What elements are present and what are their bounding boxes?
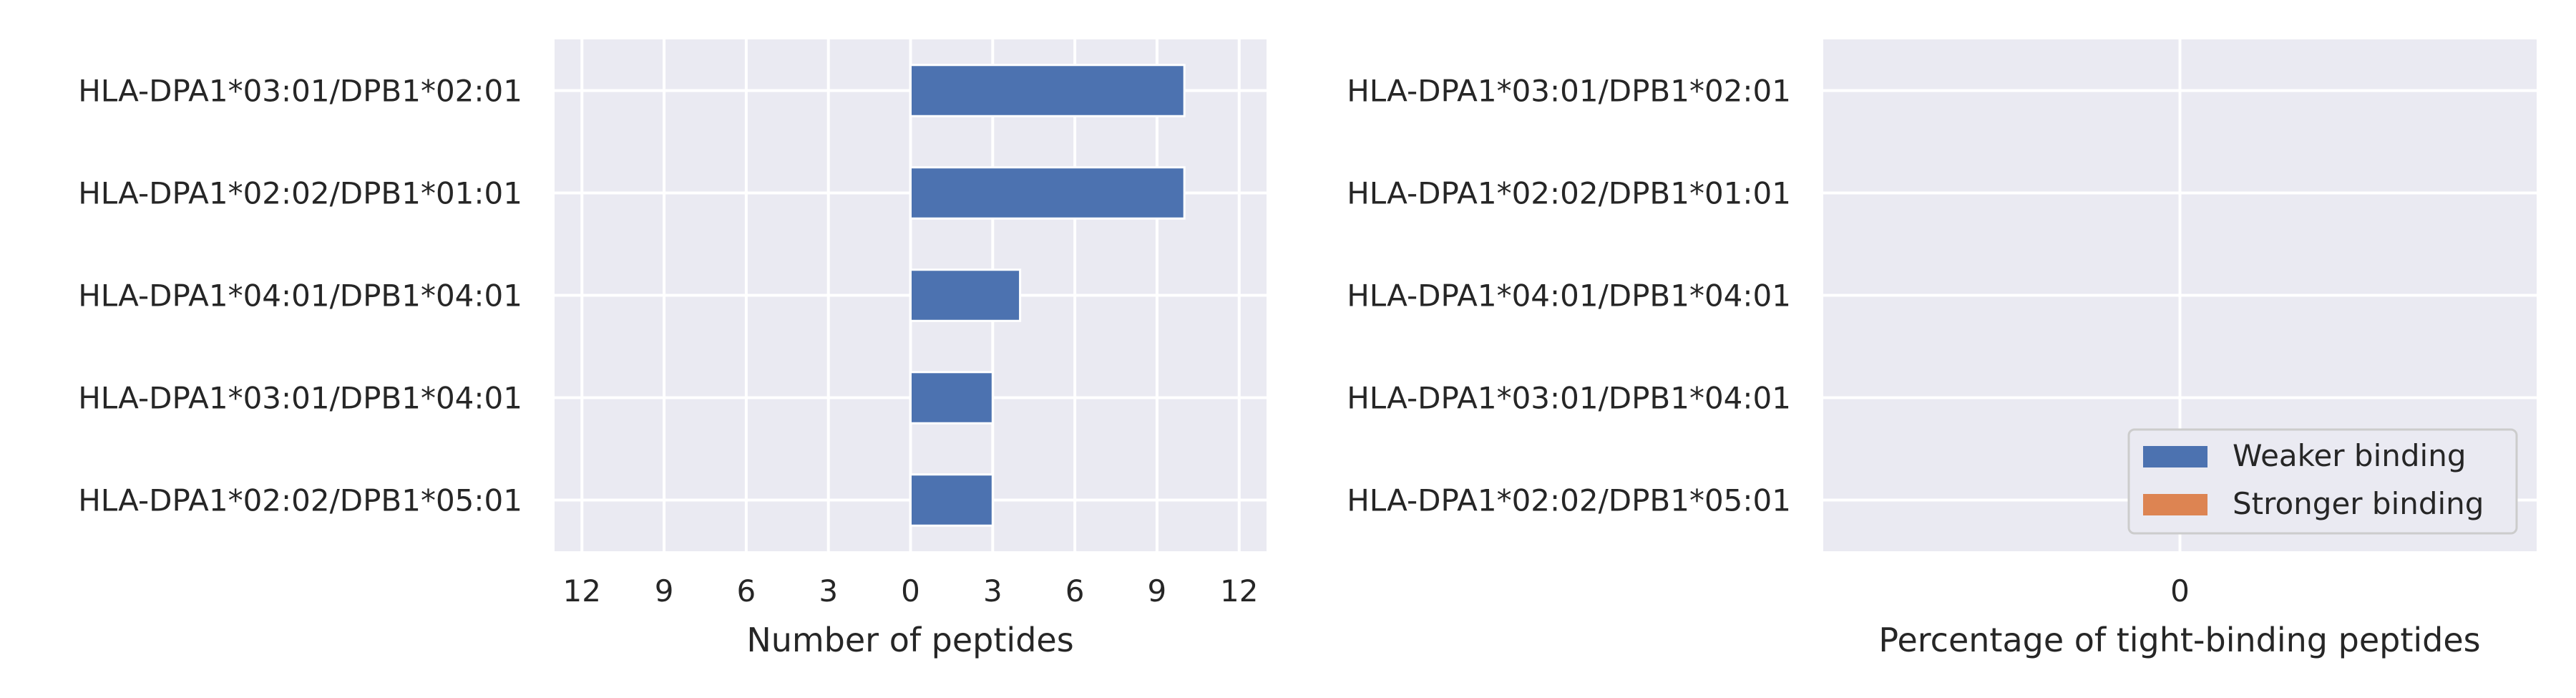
left-x-tick-labels: 12 9 6 3 0 3 6 9 12 (563, 573, 1259, 609)
left-y-tick-labels: HLA-DPA1*03:01/DPB1*02:01 HLA-DPA1*02:02/… (78, 74, 522, 518)
x-tick-label: 9 (655, 573, 674, 609)
right-x-tick-labels: 0 (2170, 573, 2190, 609)
x-tick-label: 3 (983, 573, 1002, 609)
y-tick-label: HLA-DPA1*02:02/DPB1*01:01 (1347, 176, 1791, 211)
legend-label-stronger-binding: Stronger binding (2233, 486, 2484, 521)
x-tick-label: 0 (2170, 573, 2190, 609)
bar (909, 64, 1186, 117)
bar (909, 268, 1022, 322)
legend-swatch-stronger-binding (2143, 494, 2207, 515)
right-x-axis-title: Percentage of tight-binding peptides (1878, 621, 2480, 659)
legend-box (2127, 428, 2518, 535)
x-tick-label: 6 (1065, 573, 1085, 609)
x-tick-label: 6 (737, 573, 756, 609)
bar (909, 371, 994, 425)
x-tick-label: 12 (1220, 573, 1258, 609)
legend: Weaker binding Stronger binding (2127, 428, 2518, 535)
legend-swatch-weaker-binding (2143, 446, 2207, 467)
bar (909, 473, 994, 527)
right-chart-panel: HLA-DPA1*03:01/DPB1*02:01 HLA-DPA1*02:02/… (1347, 39, 2537, 659)
x-tick-label: 0 (901, 573, 920, 609)
y-tick-label: HLA-DPA1*02:02/DPB1*01:01 (78, 176, 522, 211)
left-x-axis-title: Number of peptides (746, 621, 1073, 659)
y-tick-label: HLA-DPA1*02:02/DPB1*05:01 (1347, 483, 1791, 518)
legend-label-weaker-binding: Weaker binding (2233, 438, 2466, 473)
left-bars (909, 64, 1186, 527)
y-tick-label: HLA-DPA1*04:01/DPB1*04:01 (1347, 278, 1791, 314)
x-tick-label: 3 (819, 573, 838, 609)
y-tick-label: HLA-DPA1*03:01/DPB1*02:01 (78, 74, 522, 109)
y-tick-label: HLA-DPA1*02:02/DPB1*05:01 (78, 483, 522, 518)
y-tick-label: HLA-DPA1*03:01/DPB1*04:01 (78, 381, 522, 416)
y-tick-label: HLA-DPA1*04:01/DPB1*04:01 (78, 278, 522, 314)
y-tick-label: HLA-DPA1*03:01/DPB1*04:01 (1347, 381, 1791, 416)
y-tick-label: HLA-DPA1*03:01/DPB1*02:01 (1347, 74, 1791, 109)
right-y-tick-labels: HLA-DPA1*03:01/DPB1*02:01 HLA-DPA1*02:02/… (1347, 74, 1791, 518)
bar (909, 166, 1186, 220)
left-chart-panel: HLA-DPA1*03:01/DPB1*02:01 HLA-DPA1*02:02/… (78, 39, 1267, 659)
x-tick-label: 9 (1148, 573, 1167, 609)
x-tick-label: 12 (563, 573, 601, 609)
